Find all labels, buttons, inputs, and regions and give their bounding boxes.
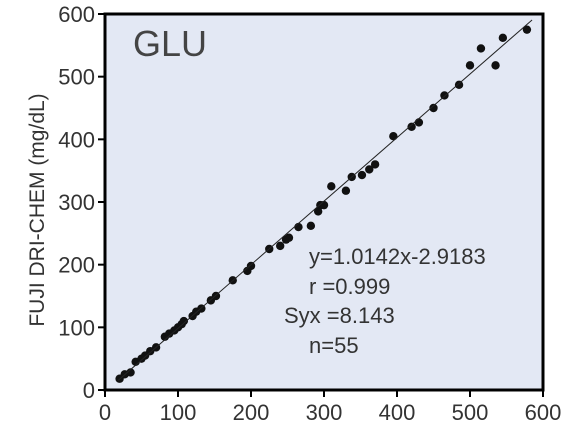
data-point xyxy=(294,222,303,232)
data-point xyxy=(246,261,256,271)
x-tick-label: 300 xyxy=(306,400,343,423)
data-point xyxy=(306,221,316,231)
y-tick-label: 500 xyxy=(58,65,95,90)
y-tick-label: 300 xyxy=(58,190,95,215)
y-axis-label: FUJI DRI-CHEM (mg/dL) xyxy=(26,93,49,326)
data-point xyxy=(276,241,285,251)
data-point xyxy=(389,132,398,141)
regression-equation: y=1.0142x-2.9183 xyxy=(309,244,486,269)
x-tick-label: 100 xyxy=(160,400,197,423)
y-tick-label: 400 xyxy=(58,127,95,152)
data-points xyxy=(115,25,532,383)
data-point xyxy=(357,170,367,180)
data-point xyxy=(407,122,416,131)
data-point xyxy=(179,316,189,326)
data-point xyxy=(476,44,486,53)
data-point xyxy=(341,186,351,195)
data-point xyxy=(284,233,294,242)
data-point xyxy=(498,33,508,43)
regression-line xyxy=(117,19,533,381)
y-tick-label: 0 xyxy=(83,378,95,403)
data-point xyxy=(370,160,380,169)
data-point xyxy=(365,165,374,174)
correlation-coefficient: r =0.999 xyxy=(309,274,390,299)
x-tick-label: 0 xyxy=(99,400,111,423)
standard-error: Syx =8.143 xyxy=(284,303,395,328)
data-point xyxy=(429,103,438,113)
y-axis: 0 100 200 300 400 500 600 xyxy=(58,2,105,403)
data-point xyxy=(327,182,336,191)
data-point xyxy=(319,200,329,210)
data-point xyxy=(414,118,424,127)
x-axis: 0 100 200 300 400 500 600 xyxy=(99,390,561,423)
data-point xyxy=(126,368,135,377)
x-tick-label: 500 xyxy=(452,400,489,423)
data-point xyxy=(491,61,500,70)
data-point xyxy=(522,25,532,34)
y-tick-label: 200 xyxy=(58,253,95,278)
y-tick-label: 600 xyxy=(58,2,95,27)
x-tick-label: 400 xyxy=(379,400,416,423)
data-point xyxy=(454,80,464,90)
data-point xyxy=(465,61,475,70)
chart-title: GLU xyxy=(133,23,207,64)
y-tick-label: 100 xyxy=(58,315,95,340)
sample-count: n=55 xyxy=(309,333,359,358)
x-tick-label: 200 xyxy=(233,400,270,423)
x-tick-label: 600 xyxy=(525,400,562,423)
